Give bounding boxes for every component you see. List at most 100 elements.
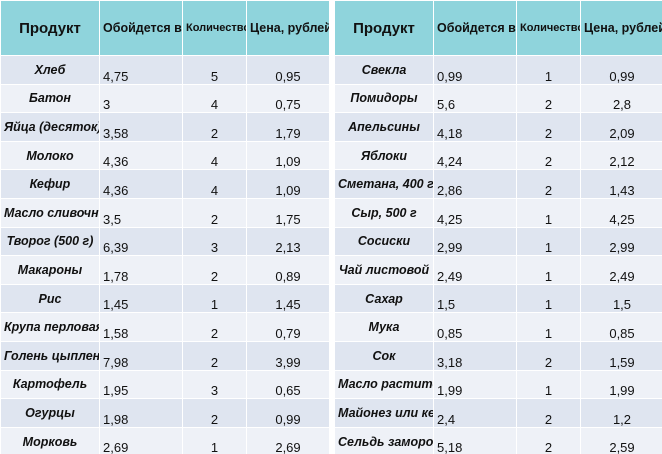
product-name-cell: Голень цыпленка [0,340,100,371]
monthly-cost-cell: 1,95 [99,369,183,400]
product-name-cell: Хлеб [0,55,100,85]
product-name-cell: Чай листовой [334,255,434,285]
monthly-cost-cell: 0,85 [433,312,517,342]
product-name-cell: Молоко [0,140,100,171]
quantity-cell: 3 [182,369,247,400]
price-cell: 2,12 [580,140,662,171]
monthly-cost-cell: 4,75 [99,55,183,85]
price-cell: 1,43 [580,169,662,199]
table-row: Апельсины 4,18 2 2,09 [334,112,662,142]
product-name-cell: Яйца (десяток) [0,112,100,142]
price-cell: 1,75 [246,197,330,228]
monthly-cost-cell: 3 [99,83,183,114]
product-name-cell: Помидоры [334,83,434,114]
product-name-cell: Огурцы [0,398,100,428]
price-cell: 1,2 [580,398,662,428]
quantity-cell: 1 [516,197,581,228]
price-cell: 2,49 [580,255,662,285]
monthly-cost-cell: 4,25 [433,197,517,228]
price-cell: 1,5 [580,283,662,314]
price-cell: 0,79 [246,312,330,342]
monthly-cost-cell: 1,58 [99,312,183,342]
price-cell: 1,79 [246,112,330,142]
monthly-cost-cell: 2,69 [99,426,183,454]
quantity-cell: 4 [182,169,247,199]
table-row: Помидоры 5,6 2 2,8 [334,83,662,114]
table-body-left: Хлеб 4,75 5 0,95 Батон 3 4 0,75 Яйца (десяток) 3,… [0,55,330,454]
price-cell: 0,99 [580,55,662,85]
quantity-cell: 2 [516,112,581,142]
table-row: Хлеб 4,75 5 0,95 [0,55,330,85]
quantity-cell: 2 [182,398,247,428]
price-cell: 2,59 [580,426,662,454]
quantity-cell: 2 [182,312,247,342]
monthly-cost-cell: 6,39 [99,226,183,257]
product-name-cell: Макароны [0,255,100,285]
quantity-cell: 3 [182,226,247,257]
quantity-cell: 1 [182,426,247,454]
monthly-cost-cell: 3,18 [433,340,517,371]
table-row: Сметана, 400 г 2,86 2 1,43 [334,169,662,199]
quantity-cell: 1 [516,283,581,314]
monthly-cost-cell: 4,18 [433,112,517,142]
product-name-cell: Батон [0,83,100,114]
quantity-cell: 2 [182,340,247,371]
table-row: Рис 1,45 1 1,45 [0,283,330,314]
product-name-cell: Масло растительное [334,369,434,400]
grocery-table-left: Продукт Обойдется в месяц, рублей Количе… [0,0,330,454]
quantity-cell: 2 [516,426,581,454]
price-cell: 2,13 [246,226,330,257]
price-cell: 4,25 [580,197,662,228]
monthly-cost-cell: 1,45 [99,283,183,314]
table-row: Чай листовой 2,49 1 2,49 [334,255,662,285]
monthly-cost-cell: 1,98 [99,398,183,428]
product-name-cell: Морковь [0,426,100,454]
product-name-cell: Сыр, 500 г [334,197,434,228]
table-row: Морковь 2,69 1 2,69 [0,426,330,454]
price-cell: 1,59 [580,340,662,371]
price-cell: 0,99 [246,398,330,428]
product-name-cell: Сметана, 400 г [334,169,434,199]
quantity-cell: 1 [516,369,581,400]
table-row: Свекла 0,99 1 0,99 [334,55,662,85]
header-row: Продукт Обойдется в месяц, рублей Количе… [334,0,662,56]
header-product: Продукт [0,0,100,56]
quantity-cell: 2 [182,112,247,142]
monthly-cost-cell: 2,99 [433,226,517,257]
quantity-cell: 2 [516,340,581,371]
table-row: Молоко 4,36 4 1,09 [0,140,330,171]
price-cell: 0,95 [246,55,330,85]
header-quantity: Количество [516,0,581,56]
price-cell: 1,09 [246,140,330,171]
header-quantity: Количество [182,0,247,56]
monthly-cost-cell: 2,4 [433,398,517,428]
monthly-cost-cell: 3,5 [99,197,183,228]
quantity-cell: 4 [182,83,247,114]
monthly-cost-cell: 2,86 [433,169,517,199]
quantity-cell: 2 [516,398,581,428]
price-cell: 2,69 [246,426,330,454]
table-row: Майонез или кетчуп2,421,2 [334,398,662,428]
header-monthly-cost: Обойдется в месяц, рублей [99,0,183,56]
monthly-cost-cell: 0,99 [433,55,517,85]
table-row: Яйца (десяток) 3,58 2 1,79 [0,112,330,142]
table-row: Кефир 4,36 4 1,09 [0,169,330,199]
grocery-table-right: Продукт Обойдется в месяц, рублей Количе… [334,0,662,454]
monthly-cost-cell: 4,36 [99,140,183,171]
quantity-cell: 1 [516,255,581,285]
header-product: Продукт [334,0,434,56]
product-name-cell: Свекла [334,55,434,85]
product-name-cell: Апельсины [334,112,434,142]
price-cell: 1,45 [246,283,330,314]
quantity-cell: 2 [182,197,247,228]
table-row: Сок 3,18 2 1,59 [334,340,662,371]
quantity-cell: 2 [516,169,581,199]
product-name-cell: Сельдь замороженная [334,426,434,454]
table-body-right: Свекла 0,99 1 0,99 Помидоры 5,6 2 2,8 Апельсины 4… [334,55,662,454]
product-name-cell: Рис [0,283,100,314]
monthly-cost-cell: 7,98 [99,340,183,371]
table-row: Мука 0,85 1 0,85 [334,312,662,342]
monthly-cost-cell: 5,6 [433,83,517,114]
